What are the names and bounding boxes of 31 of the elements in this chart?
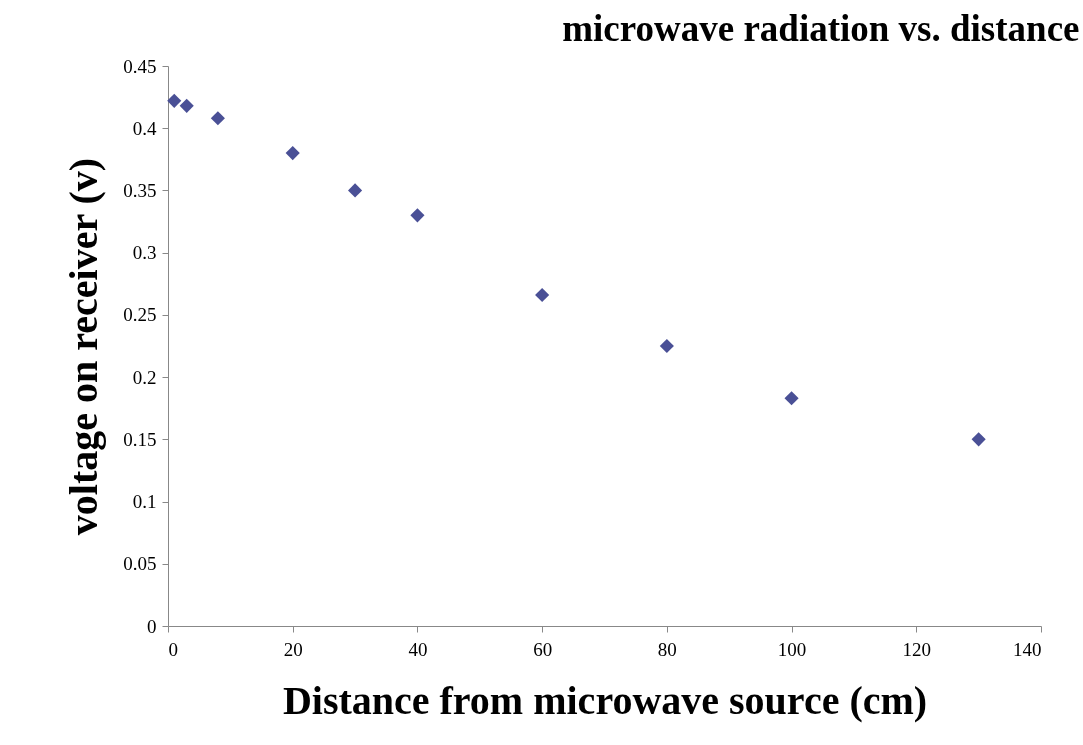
x-tick-label: 20	[283, 638, 303, 660]
y-tick-label: 0.35	[123, 179, 157, 201]
y-tick-label: 0.15	[123, 428, 157, 450]
x-tick-label: 60	[533, 638, 553, 660]
x-tick-label: 120	[902, 638, 932, 660]
y-tick-label: 0.05	[123, 553, 157, 575]
point	[285, 146, 300, 161]
chart-title: microwave radiation vs. distance	[562, 8, 1080, 49]
y-tick-label: 0.4	[132, 117, 157, 139]
point	[167, 93, 182, 108]
point	[179, 98, 194, 113]
y-axis-title: voltage on receiver (v)	[61, 157, 107, 536]
x-tick-label: 100	[777, 638, 807, 660]
point	[971, 432, 986, 447]
x-tick-label: 80	[657, 638, 677, 660]
x-tick-label: 0	[168, 638, 178, 660]
point	[210, 111, 225, 126]
y-tick-label: 0.2	[132, 366, 157, 388]
point	[410, 208, 425, 223]
x-tick-label: 140	[1013, 638, 1042, 660]
y-tick-label: 0.3	[132, 242, 157, 264]
x-axis-title: Distance from microwave source (cm)	[282, 677, 928, 723]
point	[535, 287, 550, 303]
x-tick-label: 40	[408, 638, 428, 660]
y-tick-label: 0.25	[123, 304, 157, 326]
y-tick-label: 0.45	[123, 55, 157, 77]
y-tick-label: 0.1	[132, 491, 157, 513]
y-tick-label: 0	[147, 615, 157, 637]
point	[784, 391, 799, 406]
point	[659, 338, 674, 354]
point	[348, 183, 363, 198]
